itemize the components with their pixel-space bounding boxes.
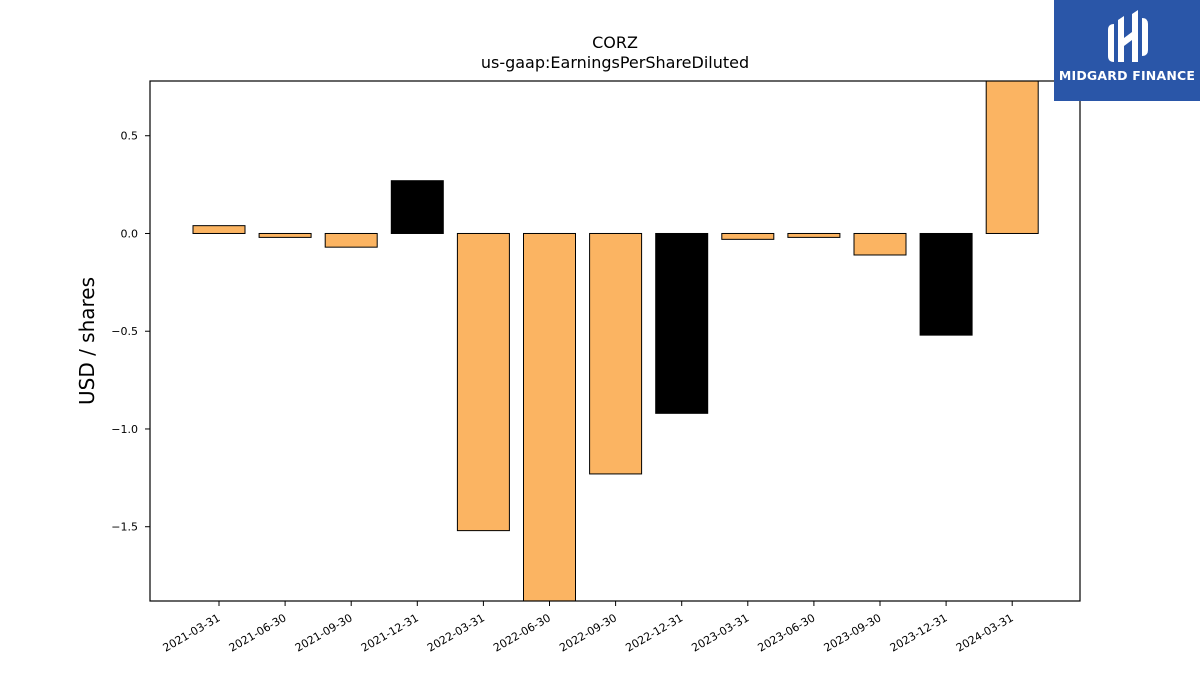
bar-2021-03-31 [192,225,246,234]
y-axis: 0.5 0.0 −0.5 −1.0 −1.5 [111,130,150,534]
bar-2024-03-31 [985,80,1039,234]
x-tick-label: 2023-06-30 [756,611,818,654]
y-axis-label: USD / shares [75,277,99,405]
y-tick-label: 0.5 [121,130,139,143]
x-tick-label: 2022-06-30 [491,611,553,654]
y-tick-label: −0.5 [111,325,138,338]
x-axis: 2021-03-31 2021-06-30 2021-09-30 2021-12-31… [161,601,1016,655]
x-tick-label: 2023-03-31 [689,611,751,654]
y-tick-label: −1.5 [111,521,138,534]
bar-2021-12-31 [390,180,444,234]
y-tick-label: −1.0 [111,423,138,436]
bar-2022-03-31 [456,232,510,532]
brand-name: MIDGARD FINANCE [1058,68,1196,83]
bar-2021-06-30 [258,232,312,238]
plot-frame [149,80,1081,602]
brand-logo: MIDGARD FINANCE [1054,0,1200,101]
bars-group [192,80,1039,602]
x-tick-label: 2024-03-31 [954,611,1016,654]
x-tick-label: 2022-03-31 [425,611,487,654]
bar-2021-09-30 [324,232,378,248]
x-tick-label: 2021-06-30 [227,611,289,654]
bar-2022-06-30 [523,232,576,602]
x-tick-label: 2023-12-31 [888,611,950,654]
midgard-logo-icon [1108,10,1148,62]
x-tick-label: 2022-12-31 [623,611,685,654]
bar-2023-06-30 [787,232,841,238]
x-tick-label: 2022-09-30 [557,611,619,654]
bar-2023-03-31 [721,232,775,240]
x-tick-label: 2021-12-31 [359,611,421,654]
bar-2022-12-31 [655,232,709,414]
chart-title: CORZ [592,33,638,52]
x-tick-label: 2023-09-30 [822,611,884,654]
bar-2023-12-31 [919,232,973,336]
x-tick-label: 2021-03-31 [161,611,223,654]
chart-subtitle: us-gaap:EarningsPerShareDiluted [481,53,749,72]
bar-2022-09-30 [589,232,643,475]
x-tick-label: 2021-09-30 [293,611,355,654]
y-tick-label: 0.0 [121,227,139,240]
bar-2023-09-30 [853,232,907,256]
